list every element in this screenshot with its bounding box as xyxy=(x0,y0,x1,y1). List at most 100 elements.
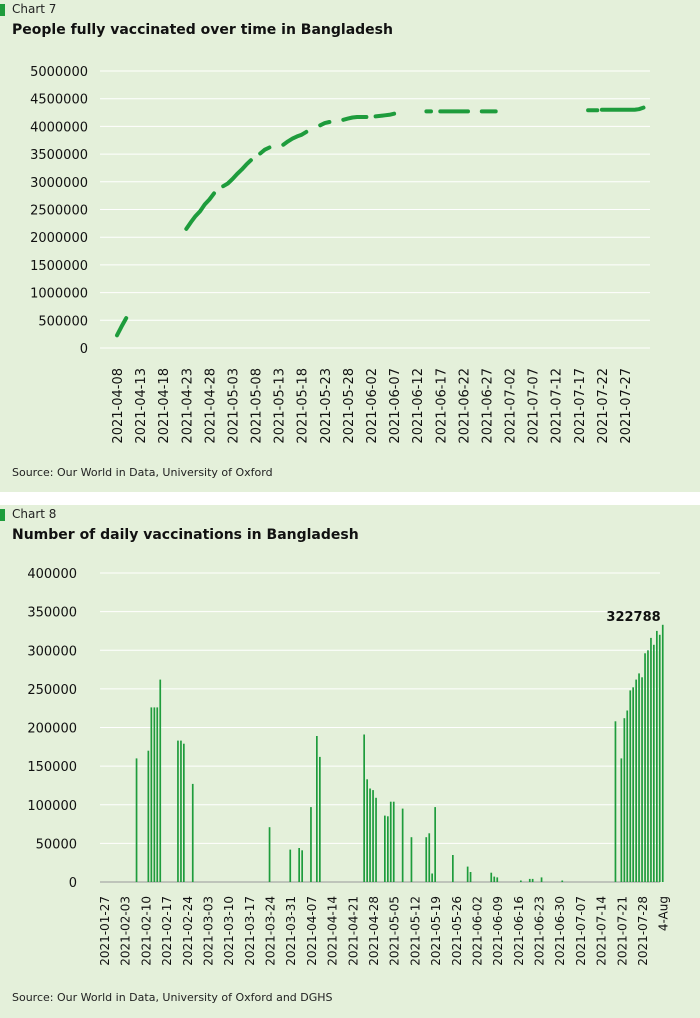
x-tick-label: 2021-06-27 xyxy=(480,368,495,444)
x-tick-label: 2021-02-10 xyxy=(139,896,153,966)
y-tick-label: 3500000 xyxy=(30,148,88,163)
bar xyxy=(632,687,634,882)
x-tick-label: 2021-06-16 xyxy=(512,896,526,966)
x-tick-label: 2021-07-14 xyxy=(595,896,609,966)
bar xyxy=(375,797,377,882)
line-segment xyxy=(184,191,216,231)
chart-7-panel: Chart 7 People fully vaccinated over tim… xyxy=(0,0,700,492)
bar xyxy=(384,815,386,882)
bar xyxy=(466,866,469,882)
x-tick-label: 2021-01-27 xyxy=(98,896,112,966)
y-tick-label: 4000000 xyxy=(30,120,88,135)
x-tick-label: 2021-04-18 xyxy=(157,368,172,444)
bar xyxy=(268,827,271,882)
bar xyxy=(319,756,321,882)
chart-7-label: Chart 7 xyxy=(12,2,57,16)
bar xyxy=(183,743,185,882)
bar xyxy=(490,872,493,882)
x-tick-label: 2021-06-22 xyxy=(457,368,472,444)
x-tick-label: 2021-02-17 xyxy=(160,896,174,966)
y-tick-label: 0 xyxy=(80,342,88,357)
bar xyxy=(135,758,138,882)
bar xyxy=(452,855,454,882)
y-tick-label: 500000 xyxy=(38,314,88,329)
bar xyxy=(644,653,646,882)
chart-7-tag-marker xyxy=(0,4,5,16)
bar xyxy=(159,679,162,882)
line-segment xyxy=(221,158,253,189)
bar xyxy=(653,644,655,882)
y-tick-label: 2500000 xyxy=(30,204,88,219)
bar xyxy=(528,878,531,882)
data-label-latest: 322788 xyxy=(606,610,660,625)
line-segment xyxy=(258,145,272,156)
bar xyxy=(496,877,499,882)
bar xyxy=(614,721,617,882)
bar xyxy=(191,783,194,882)
bar xyxy=(153,707,156,882)
line-segment xyxy=(341,115,369,122)
bar xyxy=(531,878,534,882)
x-tick-label: 2021-07-17 xyxy=(573,368,588,444)
x-tick-label: 2021-06-23 xyxy=(533,896,547,966)
y-tick-label: 200000 xyxy=(27,722,77,737)
x-tick-label: 2021-05-05 xyxy=(388,896,402,966)
bar xyxy=(431,873,433,882)
y-tick-label: 150000 xyxy=(27,760,77,775)
bar xyxy=(369,788,371,882)
x-tick-label: 2021-07-21 xyxy=(615,896,629,966)
bar xyxy=(289,849,292,882)
chart-8-source: Source: Our World in Data, University of… xyxy=(12,991,333,1004)
bar xyxy=(520,880,522,882)
bar xyxy=(626,710,629,882)
x-tick-label: 2021-06-02 xyxy=(365,368,380,444)
x-tick-label: 2021-07-22 xyxy=(596,368,611,444)
bar xyxy=(298,848,300,882)
line-segment xyxy=(599,105,646,112)
x-tick-label: 2021-03-24 xyxy=(264,896,278,966)
x-tick-label: 2021-04-28 xyxy=(367,896,381,966)
x-tick-label: 2021-05-28 xyxy=(342,368,357,444)
chart-8-label: Chart 8 xyxy=(12,507,57,521)
chart-7-plot: 5000000450000040000003500000300000025000… xyxy=(30,65,650,444)
bar xyxy=(316,736,318,882)
x-tick-label: 2021-06-30 xyxy=(553,896,567,966)
bar xyxy=(661,624,664,882)
bar xyxy=(629,690,632,882)
y-tick-label: 5000000 xyxy=(30,65,88,80)
line-segment xyxy=(373,111,397,119)
chart-8-title: Number of daily vaccinations in Banglade… xyxy=(12,527,359,543)
bar xyxy=(301,850,303,882)
y-tick-label: 300000 xyxy=(27,644,77,659)
x-tick-label: 2021-06-12 xyxy=(411,368,426,444)
bar xyxy=(425,837,428,882)
bar xyxy=(389,801,392,882)
bar xyxy=(635,679,637,882)
bar xyxy=(638,673,640,882)
bar xyxy=(493,876,496,882)
y-tick-label: 4500000 xyxy=(30,93,88,108)
x-tick-label: 2021-06-07 xyxy=(388,368,403,444)
bar xyxy=(620,758,623,882)
y-tick-label: 350000 xyxy=(27,606,77,621)
chart-8-panel: Chart 8 Number of daily vaccinations in … xyxy=(0,505,700,1018)
bar xyxy=(641,677,643,882)
x-tick-label: 2021-04-08 xyxy=(111,368,126,444)
x-tick-label: 2021-05-13 xyxy=(273,368,288,444)
x-tick-label: 2021-03-17 xyxy=(243,896,257,966)
x-tick-label: 2021-06-09 xyxy=(491,896,505,966)
x-tick-label: 2021-02-24 xyxy=(181,896,195,966)
y-tick-label: 2000000 xyxy=(30,231,88,246)
x-tick-label: 2021-07-07 xyxy=(574,896,588,966)
bar xyxy=(469,872,472,882)
y-tick-label: 1000000 xyxy=(30,287,88,302)
bar xyxy=(387,816,389,882)
x-tick-label: 2021-04-21 xyxy=(346,896,360,966)
x-tick-label: 2021-05-26 xyxy=(450,896,464,966)
y-tick-label: 1500000 xyxy=(30,259,88,274)
x-tick-label: 2021-07-27 xyxy=(619,368,634,444)
bar xyxy=(561,880,564,882)
bar xyxy=(180,740,182,882)
bar xyxy=(656,630,658,882)
x-tick-label: 2021-05-23 xyxy=(319,368,334,444)
